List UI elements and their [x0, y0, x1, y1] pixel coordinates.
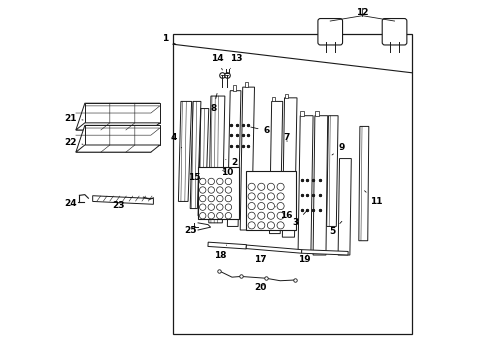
Text: 20: 20	[254, 283, 266, 292]
Text: 25: 25	[183, 225, 196, 234]
Circle shape	[267, 212, 274, 219]
Text: 16: 16	[275, 207, 292, 220]
Circle shape	[199, 187, 205, 193]
Circle shape	[247, 222, 255, 229]
Circle shape	[247, 183, 255, 190]
Text: 11: 11	[364, 191, 382, 206]
Circle shape	[276, 183, 284, 190]
Circle shape	[276, 193, 284, 200]
Polygon shape	[227, 91, 241, 226]
Text: 14: 14	[211, 54, 223, 70]
Polygon shape	[271, 97, 274, 102]
Text: 5: 5	[328, 221, 341, 236]
Text: 3: 3	[292, 211, 306, 228]
Polygon shape	[244, 82, 247, 87]
Text: 17: 17	[254, 255, 266, 264]
Polygon shape	[93, 196, 153, 204]
Bar	[198, 167, 239, 219]
Text: 12: 12	[355, 8, 368, 17]
Polygon shape	[269, 102, 282, 234]
Circle shape	[257, 212, 264, 219]
Polygon shape	[84, 125, 160, 145]
Polygon shape	[233, 85, 235, 91]
Polygon shape	[190, 102, 201, 208]
Polygon shape	[198, 109, 208, 216]
Circle shape	[207, 204, 214, 210]
Polygon shape	[301, 249, 347, 255]
Polygon shape	[315, 111, 318, 116]
Circle shape	[267, 183, 274, 190]
Text: 23: 23	[112, 201, 125, 210]
Polygon shape	[312, 116, 327, 255]
Polygon shape	[337, 158, 350, 255]
Polygon shape	[76, 125, 160, 152]
Circle shape	[225, 195, 231, 202]
Text: 7: 7	[283, 133, 289, 142]
Polygon shape	[84, 103, 160, 123]
Circle shape	[257, 203, 264, 210]
Bar	[246, 171, 296, 230]
Text: 13: 13	[229, 54, 242, 68]
Circle shape	[216, 212, 223, 219]
Bar	[173, 33, 411, 334]
Text: 15: 15	[188, 173, 201, 182]
Circle shape	[199, 212, 205, 219]
Circle shape	[199, 195, 205, 202]
Polygon shape	[207, 242, 246, 249]
Text: 22: 22	[64, 138, 83, 147]
Text: 2: 2	[225, 158, 237, 167]
Polygon shape	[76, 123, 160, 130]
Text: 21: 21	[64, 114, 83, 123]
Polygon shape	[240, 87, 254, 230]
Text: 9: 9	[331, 143, 344, 155]
Text: 6: 6	[250, 126, 269, 135]
Polygon shape	[298, 116, 312, 251]
Polygon shape	[76, 145, 160, 152]
Text: 24: 24	[64, 198, 80, 208]
Circle shape	[267, 203, 274, 210]
Circle shape	[207, 187, 214, 193]
Circle shape	[225, 212, 231, 219]
Polygon shape	[358, 126, 368, 241]
Circle shape	[247, 203, 255, 210]
Circle shape	[267, 222, 274, 229]
Circle shape	[276, 212, 284, 219]
Circle shape	[216, 178, 223, 185]
Circle shape	[216, 204, 223, 210]
Text: 1: 1	[162, 35, 176, 44]
FancyBboxPatch shape	[382, 18, 406, 45]
Circle shape	[267, 193, 274, 200]
Circle shape	[247, 193, 255, 200]
Text: 8: 8	[210, 93, 217, 113]
Circle shape	[225, 204, 231, 210]
Circle shape	[225, 178, 231, 185]
Polygon shape	[326, 116, 337, 226]
Circle shape	[276, 222, 284, 229]
Circle shape	[225, 187, 231, 193]
Text: 4: 4	[171, 133, 181, 148]
Circle shape	[199, 178, 205, 185]
Circle shape	[257, 193, 264, 200]
FancyBboxPatch shape	[317, 18, 342, 45]
Circle shape	[257, 222, 264, 229]
Circle shape	[199, 204, 205, 210]
Polygon shape	[300, 111, 303, 116]
Circle shape	[207, 195, 214, 202]
Circle shape	[216, 187, 223, 193]
Circle shape	[247, 212, 255, 219]
Polygon shape	[208, 96, 224, 223]
Text: 18: 18	[214, 245, 226, 260]
Polygon shape	[245, 245, 301, 253]
Circle shape	[207, 178, 214, 185]
Text: 19: 19	[298, 255, 310, 264]
Circle shape	[207, 212, 214, 219]
Text: 10: 10	[221, 168, 233, 177]
Polygon shape	[76, 103, 160, 130]
Circle shape	[257, 183, 264, 190]
Polygon shape	[178, 102, 191, 202]
Polygon shape	[285, 94, 287, 98]
Circle shape	[216, 195, 223, 202]
Polygon shape	[282, 98, 296, 237]
Circle shape	[276, 203, 284, 210]
